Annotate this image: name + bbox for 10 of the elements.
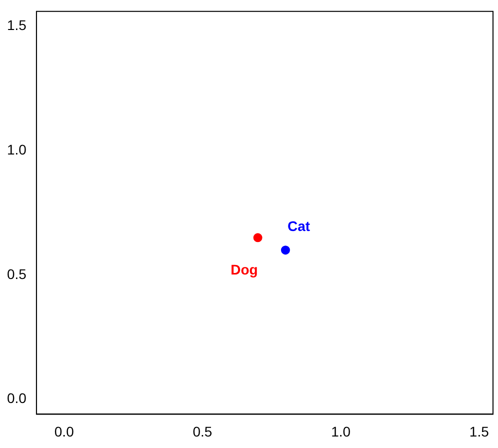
y-tick-label: 0.5: [6, 266, 27, 282]
y-tick-label: 0.0: [6, 390, 27, 406]
x-tick-label: 0.5: [192, 423, 212, 440]
series-label: Dog: [230, 262, 258, 278]
x-tick-label: 1.0: [331, 423, 351, 440]
x-tick-label: 0.0: [54, 423, 74, 440]
series-label: Cat: [287, 218, 310, 234]
x-tick-label: 1.5: [469, 423, 490, 440]
y-tick-label: 1.0: [6, 142, 27, 158]
y-tick-label: 1.5: [6, 17, 27, 34]
